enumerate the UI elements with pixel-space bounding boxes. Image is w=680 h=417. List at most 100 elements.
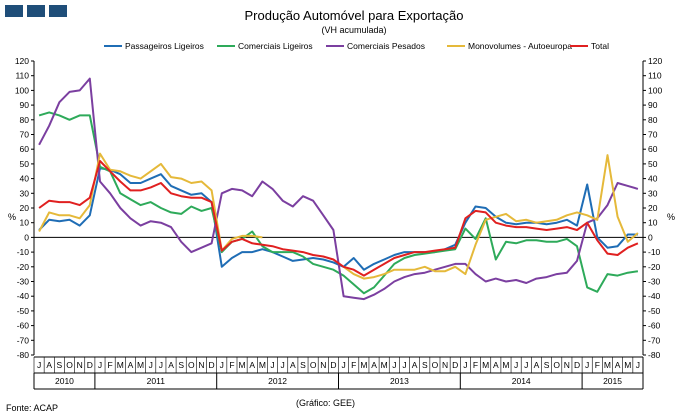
header-decoration-blocks (5, 5, 67, 17)
month-tick-label: M (381, 360, 388, 370)
legend-label: Comerciais Pesados (347, 41, 425, 51)
month-tick-label: M (259, 360, 266, 370)
y-tick-label-left: 110 (15, 71, 29, 81)
decoration-block (49, 5, 67, 17)
month-tick-label: J (585, 360, 589, 370)
y-tick-label-right: 110 (648, 71, 662, 81)
year-tick-label: 2011 (147, 376, 166, 386)
month-tick-label: M (482, 360, 489, 370)
y-tick-label-left: -30 (17, 277, 30, 287)
y-tick-label-right: 100 (648, 85, 662, 95)
y-tick-label-right: 0 (648, 232, 653, 242)
y-tick-label-right: -10 (648, 247, 661, 257)
legend-label: Monovolumes - Autoeuropa (468, 41, 572, 51)
y-tick-label-right: -20 (648, 262, 661, 272)
month-tick-label: F (595, 360, 600, 370)
month-tick-label: J (98, 360, 102, 370)
y-tick-label-left: 120 (15, 56, 29, 66)
month-tick-label: D (452, 360, 458, 370)
month-tick-label: M (360, 360, 367, 370)
month-tick-label: A (168, 360, 174, 370)
month-tick-label: M (604, 360, 611, 370)
month-tick-label: A (493, 360, 499, 370)
y-tick-label-left: 40 (20, 174, 30, 184)
month-tick-label: M (137, 360, 144, 370)
y-tick-label-left: -10 (17, 247, 30, 257)
y-tick-label-left: -40 (17, 291, 30, 301)
y-tick-label-left: 60 (20, 144, 30, 154)
month-tick-label: O (432, 360, 439, 370)
axes: -80 -80 -70 -70 -60 -60 -50 -50 -40 -40 -30 -30 -20 -… (15, 56, 662, 390)
y-tick-label-left: 50 (20, 159, 30, 169)
y-tick-label-right: -50 (648, 306, 661, 316)
month-tick-label: M (502, 360, 509, 370)
month-tick-label: A (412, 360, 418, 370)
month-tick-label: D (209, 360, 215, 370)
y-tick-label-right: -60 (648, 321, 661, 331)
month-tick-label: M (117, 360, 124, 370)
month-tick-label: J (149, 360, 153, 370)
month-tick-label: N (77, 360, 83, 370)
y-tick-label-right: 40 (648, 174, 658, 184)
series-line (38, 167, 638, 271)
y-tick-label-right: 120 (648, 56, 662, 66)
y-tick-label-right: 90 (648, 100, 658, 110)
month-tick-label: J (341, 360, 345, 370)
y-tick-label-left: -20 (17, 262, 30, 272)
y-tick-label-left: 70 (20, 130, 30, 140)
month-tick-label: F (229, 360, 234, 370)
month-tick-label: F (351, 360, 356, 370)
y-tick-label-left: 10 (20, 218, 30, 228)
y-tick-label-left: 30 (20, 188, 30, 198)
chart-credit: (Gráfico: GEE) (296, 398, 355, 408)
legend-label: Total (591, 41, 609, 51)
y-tick-label-right: -70 (648, 335, 661, 345)
legend-label: Comerciais Ligeiros (238, 41, 313, 51)
year-tick-label: 2014 (512, 376, 531, 386)
y-tick-label-right: 60 (648, 144, 658, 154)
month-tick-label: O (553, 360, 560, 370)
y-tick-label-left: 80 (20, 115, 30, 125)
month-tick-label: M (239, 360, 246, 370)
chart-subtitle: (VH acumulada) (321, 25, 386, 35)
month-tick-label: J (281, 360, 285, 370)
month-tick-label: A (290, 360, 296, 370)
month-tick-label: A (249, 360, 255, 370)
y-tick-label-left: 90 (20, 100, 30, 110)
legend-label: Passageiros Ligeiros (125, 41, 204, 51)
y-axis-label-right: % (667, 212, 675, 222)
month-tick-label: M (624, 360, 631, 370)
month-tick-label: N (198, 360, 204, 370)
month-tick-label: J (159, 360, 163, 370)
series-lines (38, 77, 639, 301)
year-tick-label: 2010 (55, 376, 74, 386)
y-tick-label-left: -50 (17, 306, 30, 316)
y-tick-label-right: 80 (648, 115, 658, 125)
month-tick-label: D (330, 360, 336, 370)
month-tick-label: J (514, 360, 518, 370)
month-tick-label: J (270, 360, 274, 370)
month-tick-label: O (310, 360, 317, 370)
decoration-block (5, 5, 23, 17)
y-tick-label-left: 20 (20, 203, 30, 213)
decoration-block (27, 5, 45, 17)
month-tick-label: A (46, 360, 52, 370)
month-tick-label: S (178, 360, 184, 370)
y-tick-label-left: 0 (24, 232, 29, 242)
month-tick-label: J (37, 360, 41, 370)
y-tick-label-left: 100 (15, 85, 29, 95)
month-tick-label: A (371, 360, 377, 370)
series-line (38, 111, 639, 295)
month-tick-label: A (128, 360, 134, 370)
month-tick-label: S (57, 360, 63, 370)
month-tick-label: N (442, 360, 448, 370)
y-tick-label-left: -80 (17, 350, 30, 360)
month-tick-label: J (220, 360, 224, 370)
chart-title: Produção Automóvel para Exportação (245, 8, 464, 23)
month-tick-label: F (108, 360, 113, 370)
y-tick-label-right: -40 (648, 291, 661, 301)
series-line (38, 160, 639, 277)
month-tick-label: N (564, 360, 570, 370)
y-tick-label-right: 70 (648, 130, 658, 140)
